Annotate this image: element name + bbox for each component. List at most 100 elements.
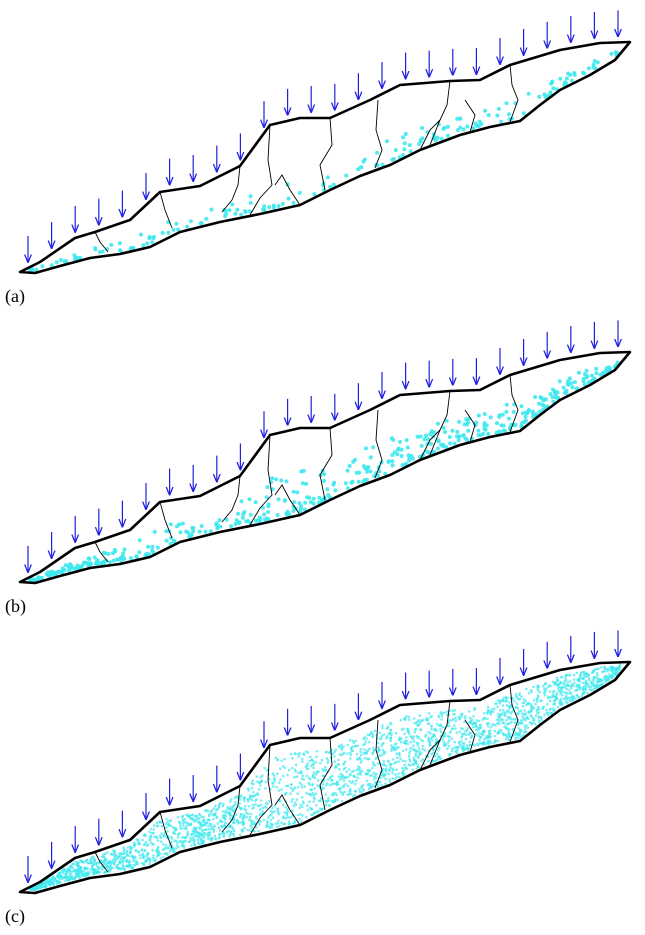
particle — [271, 772, 275, 775]
particle — [170, 840, 173, 844]
particle — [550, 395, 555, 400]
particle — [563, 679, 567, 682]
particle — [333, 755, 336, 758]
particle — [369, 783, 372, 786]
particle — [217, 826, 221, 830]
particle — [356, 479, 361, 484]
particle — [474, 123, 479, 128]
particle — [281, 774, 285, 778]
particle — [327, 796, 330, 800]
particle — [523, 709, 526, 712]
particle — [189, 838, 192, 842]
particle — [390, 463, 395, 468]
particle — [566, 701, 569, 705]
particle — [530, 714, 533, 718]
particle — [595, 677, 598, 680]
particle — [478, 433, 483, 438]
particle — [361, 788, 365, 791]
particle — [106, 551, 111, 556]
particle — [184, 836, 187, 840]
particle — [576, 678, 579, 681]
particle — [489, 713, 493, 716]
particle — [79, 859, 82, 862]
particle — [399, 447, 404, 452]
particle — [606, 670, 610, 673]
particle — [305, 791, 309, 795]
particle — [432, 751, 435, 754]
particle — [234, 803, 237, 807]
particle — [312, 192, 317, 197]
particle — [72, 253, 77, 258]
particle — [460, 712, 463, 716]
particle — [243, 804, 247, 808]
particle — [359, 750, 362, 754]
particle — [372, 746, 375, 750]
particle — [371, 445, 376, 450]
particle — [517, 710, 521, 713]
particle — [180, 521, 185, 526]
particle — [462, 745, 465, 749]
particle — [435, 722, 439, 726]
particle — [594, 371, 599, 376]
particle — [103, 859, 106, 863]
particle — [79, 869, 82, 872]
particle — [178, 530, 183, 535]
particle — [337, 745, 341, 748]
particle — [260, 774, 264, 778]
particle — [392, 769, 395, 772]
particle — [463, 717, 467, 720]
particle — [398, 738, 402, 741]
particle — [582, 71, 587, 76]
particle — [545, 708, 548, 712]
particle — [342, 784, 345, 787]
particle — [405, 748, 408, 751]
particle — [306, 762, 309, 765]
particle — [191, 526, 196, 530]
particle — [294, 803, 298, 807]
particle — [148, 835, 152, 839]
particle — [60, 566, 65, 571]
particle — [501, 428, 506, 433]
particle — [197, 821, 200, 824]
particle — [293, 775, 296, 779]
particle — [255, 780, 259, 784]
particle — [92, 855, 95, 858]
particle — [427, 712, 431, 715]
particle — [299, 820, 303, 823]
particle — [423, 749, 427, 752]
particle — [471, 722, 475, 726]
particle — [424, 718, 428, 722]
particle — [396, 446, 401, 451]
particle — [54, 571, 59, 576]
particle — [475, 725, 479, 728]
particle — [284, 805, 288, 809]
particle — [333, 760, 337, 763]
particle — [152, 854, 155, 857]
particle — [521, 721, 524, 725]
particle — [359, 753, 363, 757]
particle — [389, 728, 393, 732]
particle — [373, 729, 377, 733]
particle — [481, 733, 485, 736]
particle — [549, 81, 554, 86]
particle — [77, 565, 82, 570]
particle — [381, 726, 384, 730]
particle — [296, 792, 300, 795]
particle — [315, 750, 319, 753]
particle — [210, 827, 213, 831]
particle — [271, 781, 274, 784]
particle — [582, 690, 585, 694]
particle — [123, 848, 126, 851]
particle — [260, 505, 265, 510]
particle — [476, 743, 480, 747]
particle — [342, 745, 346, 749]
particle — [413, 761, 417, 765]
particle — [543, 687, 546, 690]
particle — [366, 733, 370, 737]
particle — [531, 716, 534, 720]
particle — [322, 769, 325, 773]
particle — [458, 116, 463, 121]
particle — [508, 716, 512, 719]
particle — [445, 124, 450, 129]
particle — [406, 742, 410, 746]
